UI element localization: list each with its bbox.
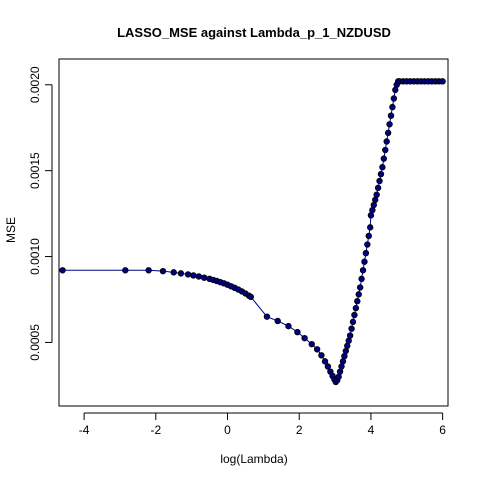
y-tick-label: 0.0005 <box>28 324 42 361</box>
data-point <box>387 112 395 119</box>
data-point <box>380 155 388 162</box>
data-point <box>352 304 360 312</box>
data-point <box>321 358 329 365</box>
data-point <box>341 352 348 360</box>
data-point <box>336 368 344 375</box>
data-point <box>439 78 446 85</box>
data-point <box>335 373 342 380</box>
data-point <box>342 347 350 355</box>
chart-title: LASSO_MSE against Lambda_p_1_NZDUSD <box>117 25 391 40</box>
data-point <box>348 325 355 332</box>
data-point <box>184 271 192 278</box>
data-point <box>376 177 383 185</box>
y-axis: 0.0005 0.0010 0.0015 0.0020 <box>28 66 53 361</box>
y-axis-label: MSE <box>4 217 18 243</box>
y-tick-label: 0.0015 <box>28 152 42 189</box>
data-point <box>384 129 392 137</box>
data-point <box>201 274 208 281</box>
data-point <box>170 269 177 276</box>
data-point <box>59 267 66 274</box>
data-point <box>390 95 398 102</box>
x-tick-label: 2 <box>296 423 303 437</box>
data-point <box>386 121 393 128</box>
data-point <box>294 328 301 336</box>
data-point <box>346 332 354 339</box>
data-point <box>355 291 362 298</box>
data-point <box>367 212 375 219</box>
x-tick-label: 4 <box>368 423 375 437</box>
data-point <box>349 318 357 326</box>
data-point <box>274 317 281 325</box>
data-point <box>122 267 129 274</box>
data-point <box>338 363 345 370</box>
data-point <box>374 184 382 192</box>
data-point <box>377 170 385 178</box>
data-point <box>365 232 372 240</box>
data-point <box>370 201 377 209</box>
x-tick-label: -4 <box>79 423 90 437</box>
data-point <box>339 358 347 365</box>
data-point <box>369 206 376 214</box>
data-point <box>362 249 370 257</box>
data-point <box>354 298 361 305</box>
data-point <box>389 103 396 111</box>
y-tick-label: 0.0020 <box>28 66 42 103</box>
data-point <box>351 311 358 319</box>
plot-frame <box>58 58 449 407</box>
data-point <box>344 342 351 350</box>
plot-area <box>59 78 446 386</box>
data-point <box>263 313 271 320</box>
x-axis-label: log(Lambda) <box>220 452 287 466</box>
data-point <box>301 334 308 342</box>
y-tick-label: 0.0010 <box>28 238 42 275</box>
data-point <box>247 293 255 301</box>
x-tick-label: -2 <box>150 423 161 437</box>
data-point <box>379 164 386 171</box>
data-point <box>324 363 332 370</box>
data-point <box>367 224 374 231</box>
data-point <box>285 322 292 330</box>
data-point <box>345 337 352 344</box>
data-point <box>159 267 167 275</box>
data-point <box>359 267 367 274</box>
data-point <box>392 86 399 94</box>
data-point <box>364 241 371 248</box>
data-point <box>318 352 325 359</box>
data-point <box>361 258 368 265</box>
x-axis: -4 -2 0 2 4 6 <box>79 412 446 437</box>
data-point <box>195 273 203 280</box>
data-point <box>358 275 365 283</box>
data-point <box>383 138 390 145</box>
x-tick-label: 0 <box>224 423 231 437</box>
data-point <box>190 272 197 279</box>
data-point <box>356 284 364 291</box>
data-point <box>382 146 389 154</box>
data-point <box>308 340 315 348</box>
x-tick-label: 6 <box>439 423 446 437</box>
data-point <box>373 191 380 198</box>
data-point <box>372 196 379 204</box>
data-point <box>313 346 321 353</box>
data-point <box>145 267 152 274</box>
series-line <box>62 80 443 383</box>
data-point <box>177 270 185 277</box>
